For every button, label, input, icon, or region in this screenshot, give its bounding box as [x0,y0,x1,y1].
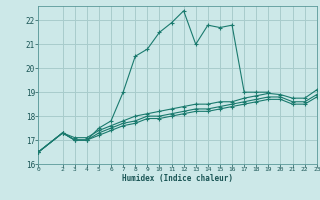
X-axis label: Humidex (Indice chaleur): Humidex (Indice chaleur) [122,174,233,183]
